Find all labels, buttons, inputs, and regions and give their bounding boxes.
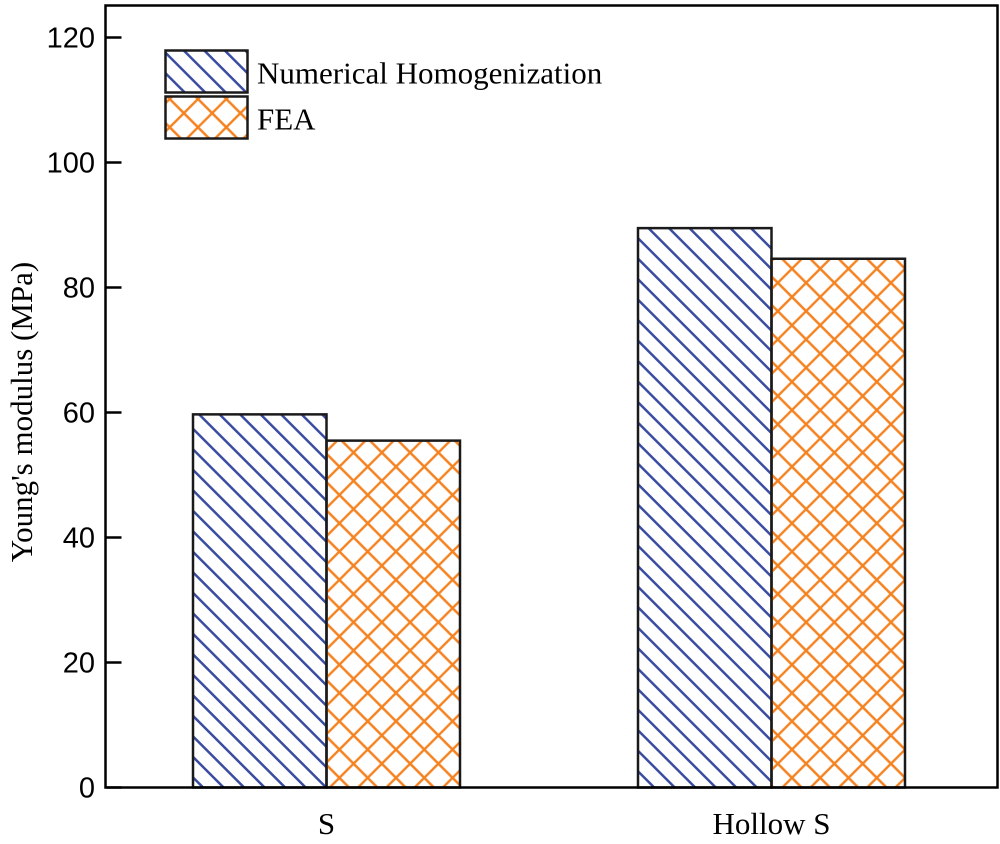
bar-s-fea [325,439,462,789]
legend-label: Numerical Homogenization [257,56,603,91]
y-tick-label: 60 [63,398,95,430]
y-tick-label: 40 [63,523,95,555]
y-axis-ticks: 0 20 40 60 80 100 120 [47,23,122,805]
y-axis-title: Young's modulus (MPa) [4,262,39,562]
y-tick-label: 20 [63,648,95,680]
x-category-label: S [318,806,335,841]
x-category-labels: S Hollow S [318,806,831,841]
y-tick-label: 120 [47,23,95,55]
bar-hollow-s-fea [770,257,907,789]
legend-swatch-fea [164,95,249,140]
bar-hollow-s-numerical-homogenization [636,226,773,789]
y-tick-label: 80 [63,273,95,305]
bars-group [191,226,907,789]
axes-frame [104,4,999,789]
plot-frame [104,4,999,789]
legend-swatch-numerical-homogenization [164,49,249,94]
legend-label: FEA [257,102,316,137]
y-tick-label: 100 [47,148,95,180]
y-tick-label: 0 [79,773,95,805]
x-category-label: Hollow S [713,806,831,841]
legend: Numerical Homogenization FEA [164,49,603,140]
bar-s-numerical-homogenization [191,413,328,789]
